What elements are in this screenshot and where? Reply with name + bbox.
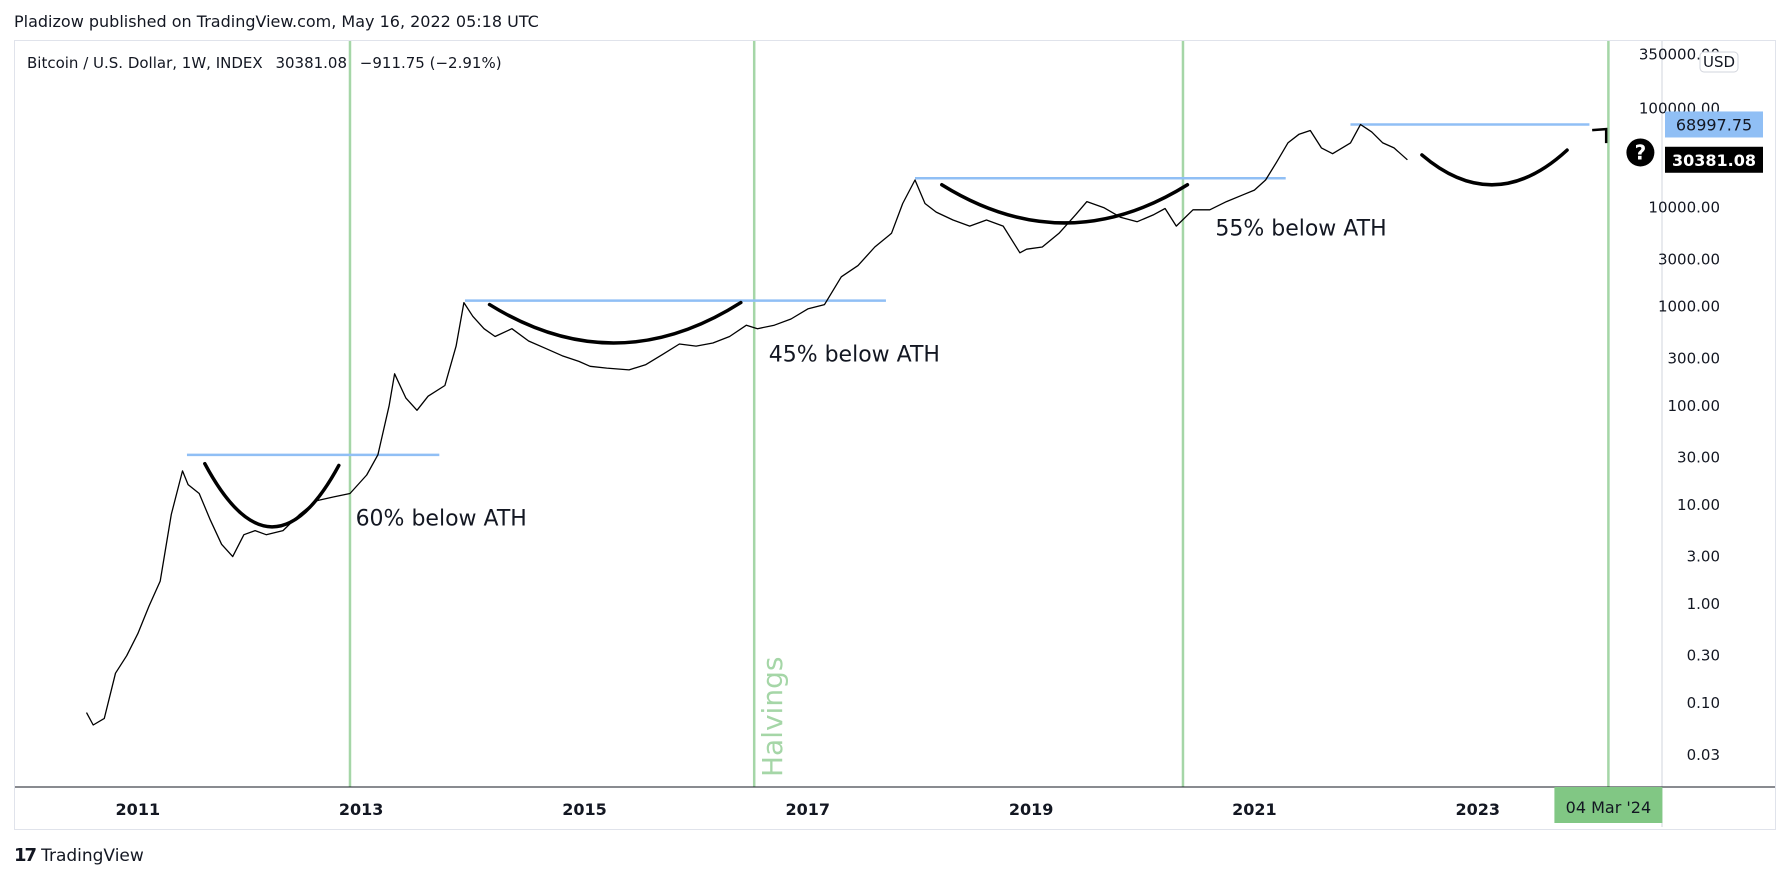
symbol-name: Bitcoin / U.S. Dollar, 1W, INDEX xyxy=(27,54,263,72)
date-label-bg xyxy=(1554,787,1663,823)
last-price-label: 30381.08 xyxy=(1672,151,1756,170)
ath-levels xyxy=(186,123,1590,457)
question-icon xyxy=(1626,138,1655,167)
date-label: 04 Mar '24 xyxy=(1566,798,1651,817)
projection-arrow-head xyxy=(1592,127,1608,144)
halvings-label: Halvings xyxy=(756,657,789,777)
symbol-legend: Bitcoin / U.S. Dollar, 1W, INDEX 30381.0… xyxy=(27,54,510,72)
consolidation-arcs xyxy=(203,127,1608,529)
y-tick-label: 30.00 xyxy=(1677,449,1720,467)
consolidation-arc xyxy=(203,461,341,529)
question-mark: ? xyxy=(1635,140,1647,164)
x-tick-label: 2015 xyxy=(562,800,607,819)
tradingview-logo[interactable]: 17 TradingView xyxy=(14,845,144,866)
symbol-price: 30381.08 xyxy=(275,54,348,72)
x-tick-label: 2019 xyxy=(1009,800,1054,819)
x-axis: 201120132015201720192021202320 xyxy=(15,786,1775,819)
ath-price-label: 68997.75 xyxy=(1676,115,1752,134)
annotation-label: 60% below ATH xyxy=(356,506,527,531)
y-tick-label: 10.00 xyxy=(1677,496,1720,514)
y-tick-label: 3000.00 xyxy=(1658,250,1720,268)
y-tick-label: 1000.00 xyxy=(1658,298,1720,316)
x-tick-label: 2017 xyxy=(786,800,831,819)
x-tick-label: 2023 xyxy=(1455,800,1500,819)
annotations: 60% below ATH 45% below ATH 55% below ATH? xyxy=(356,138,1655,531)
consolidation-arc xyxy=(487,300,743,345)
tradingview-logo-icon: 17 xyxy=(14,845,37,866)
price-series xyxy=(85,123,1408,726)
y-tick-label: 3.00 xyxy=(1687,548,1720,566)
last-price-label-bg xyxy=(1665,146,1763,173)
currency-unit-box[interactable] xyxy=(1699,51,1739,73)
y-tick-label: 300.00 xyxy=(1668,349,1721,367)
y-tick-label: 10000.00 xyxy=(1648,199,1720,217)
y-tick-label: 100.00 xyxy=(1668,397,1721,415)
price-labels: 68997.75 30381.08 04 Mar '24 xyxy=(1554,111,1763,823)
price-line[interactable] xyxy=(85,123,1408,726)
x-tick-label: 2021 xyxy=(1232,800,1277,819)
consolidation-arc xyxy=(940,183,1190,225)
y-tick-label: 0.30 xyxy=(1687,647,1720,665)
x-tick-label: 2011 xyxy=(116,800,161,819)
y-tick-label: 0.03 xyxy=(1687,746,1720,764)
chart-frame xyxy=(14,40,1776,830)
y-tick-label: 1.00 xyxy=(1687,595,1720,613)
y-tick-label: 0.10 xyxy=(1687,694,1720,712)
published-by-line: Pladizow published on TradingView.com, M… xyxy=(14,12,539,31)
symbol-change: −911.75 (−2.91%) xyxy=(359,54,502,72)
tradingview-logo-text: TradingView xyxy=(41,845,144,866)
consolidation-arc xyxy=(1420,148,1569,187)
annotation-label: 55% below ATH xyxy=(1215,217,1386,242)
currency-unit-label: USD xyxy=(1703,53,1735,71)
x-tick-label: 2013 xyxy=(339,800,384,819)
y-axis: 350000.00100000.0010000.003000.001000.00… xyxy=(1639,41,1739,827)
ath-price-label-bg xyxy=(1665,111,1763,138)
halving-lines: Halvings xyxy=(348,41,1610,787)
annotation-label: 45% below ATH xyxy=(769,342,940,367)
